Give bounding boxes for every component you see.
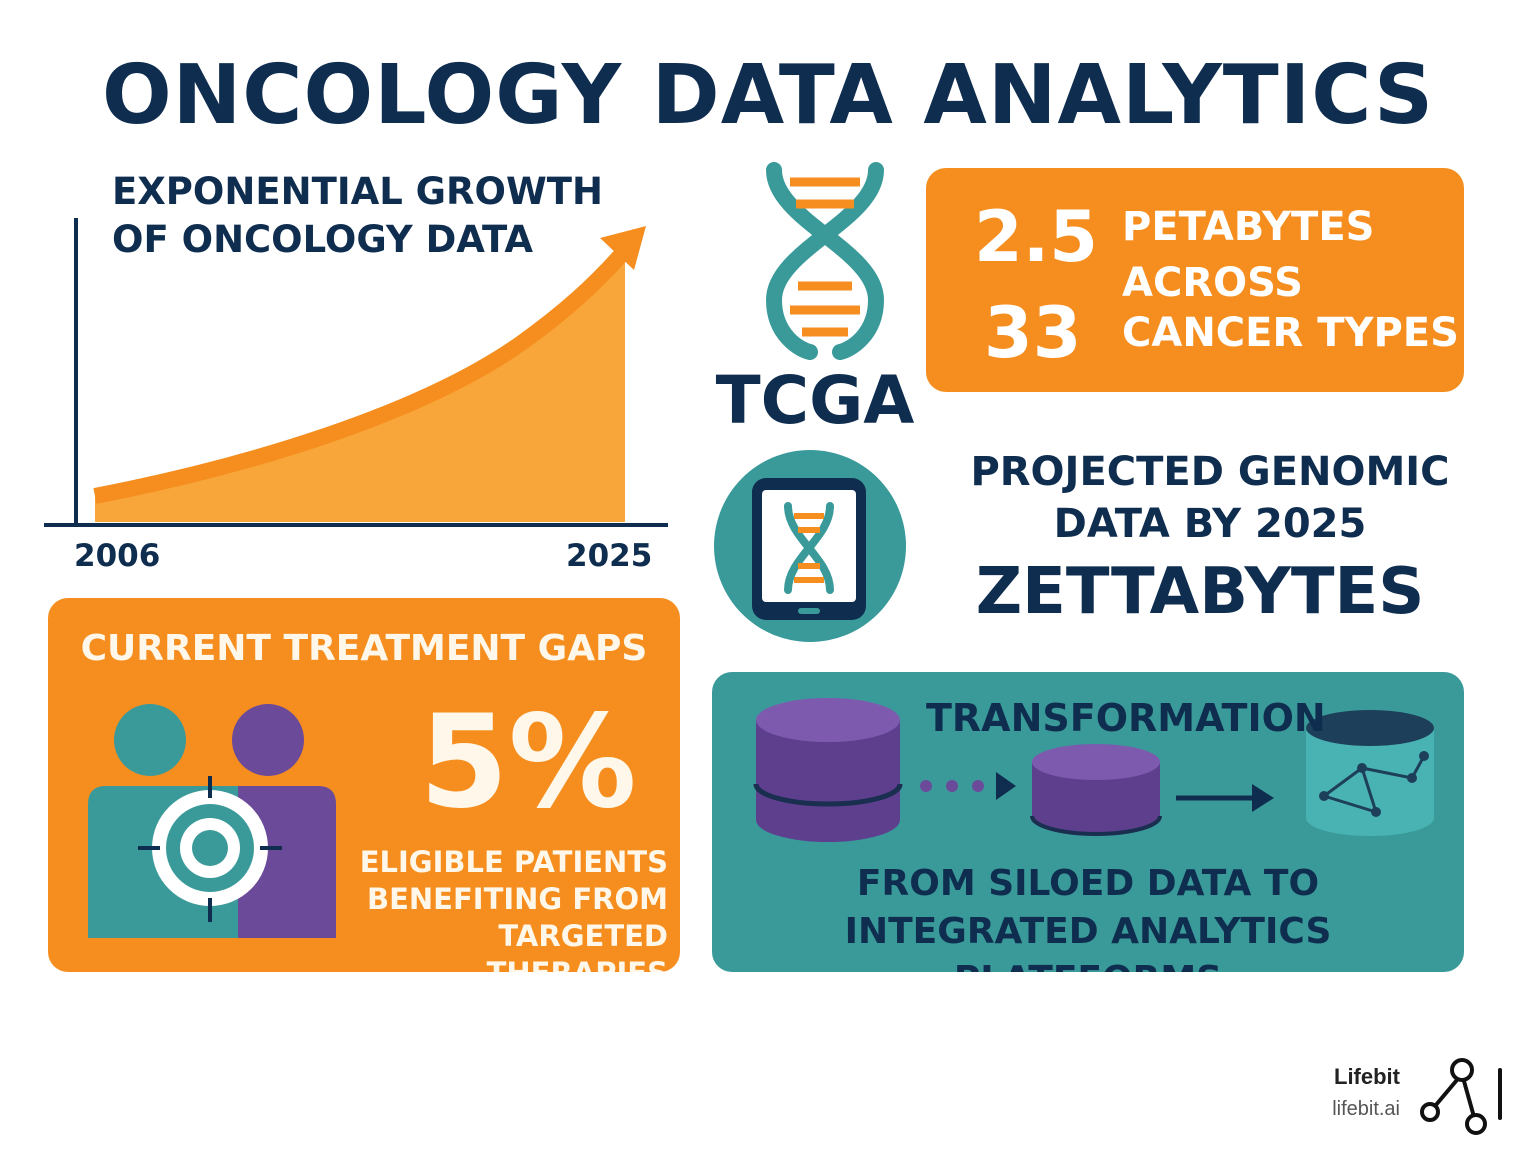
- dna-icon: [765, 162, 885, 360]
- brand-name: Lifebit: [1334, 1064, 1400, 1089]
- transformation-description: FROM SILOED DATA TO INTEGRATED ANALYTICS…: [712, 860, 1464, 972]
- transformation-card: TRANSFORMATION FROM SILOED DATA TO INTEG…: [712, 672, 1464, 972]
- end-year-label: 2025: [566, 538, 653, 574]
- main-title: ONCOLOGY DATA ANALYTICS: [101, 48, 1435, 143]
- transformation-diagram: [753, 698, 1434, 842]
- brand-url: lifebit.ai: [1332, 1098, 1400, 1120]
- start-year-label: 2006: [74, 538, 161, 574]
- petabytes-value: 2.5: [974, 196, 1099, 278]
- petabytes-label: PETABYTES: [1122, 204, 1375, 250]
- growth-curve: [93, 250, 626, 504]
- gaps-title: CURRENT TREATMENT GAPS: [80, 628, 648, 669]
- treatment-gaps-card: CURRENT TREATMENT GAPS 5% ELIGIBLE PATIE…: [48, 598, 680, 972]
- cancer-types-value: 33: [984, 292, 1082, 374]
- transformation-desc-line1: FROM SILOED DATA TO: [856, 863, 1320, 904]
- gaps-percent: 5%: [419, 688, 637, 837]
- growth-chart: [44, 218, 668, 527]
- solid-arrow-icon: [1176, 784, 1274, 812]
- lifebit-logo-icon: [1420, 1058, 1502, 1135]
- gaps-desc-line2: BENEFITING FROM: [367, 882, 668, 916]
- tcga-label: TCGA: [715, 362, 915, 439]
- transformation-desc-line2: INTEGRATED ANALYTICS PLATFFORMS: [844, 911, 1332, 972]
- cancer-types-label: CANCER TYPES: [1122, 310, 1459, 356]
- transformation-title: TRANSFORMATION: [926, 696, 1326, 740]
- middle-database-icon: [1030, 744, 1162, 836]
- projection-line2: DATA BY 2025: [1053, 501, 1367, 547]
- dotted-arrow-icon: [920, 772, 1016, 800]
- across-label: ACROSS: [1122, 260, 1303, 306]
- tablet-dna-icon: [714, 450, 906, 642]
- zettabytes-value: ZETTABYTES: [975, 555, 1425, 629]
- projection-title: PROJECTED GENOMIC DATA BY 2025: [930, 446, 1490, 550]
- siloed-database-icon: [753, 698, 903, 842]
- gaps-desc-line1: ELIGIBLE PATIENTS: [359, 845, 668, 879]
- integrated-platform-icon: [1306, 710, 1434, 836]
- growth-chart-title: EXPONENTIAL GROWTH OF ONCOLOGY DATA: [112, 168, 672, 264]
- growth-title-line1: EXPONENTIAL GROWTH: [112, 170, 604, 213]
- gaps-desc-line3: TARGETED THERAPIES: [487, 919, 668, 972]
- patients-target-icon: [88, 704, 336, 938]
- tcga-stats-card: 2.5 PETABYTES ACROSS 33 CANCER TYPES: [926, 168, 1464, 392]
- growth-title-line2: OF ONCOLOGY DATA: [112, 218, 534, 261]
- gaps-description: ELIGIBLE PATIENTS BENEFITING FROM TARGET…: [328, 844, 668, 972]
- growth-area: [95, 258, 625, 522]
- projection-line1: PROJECTED GENOMIC: [970, 449, 1450, 495]
- growth-arrowhead-icon: [600, 226, 646, 270]
